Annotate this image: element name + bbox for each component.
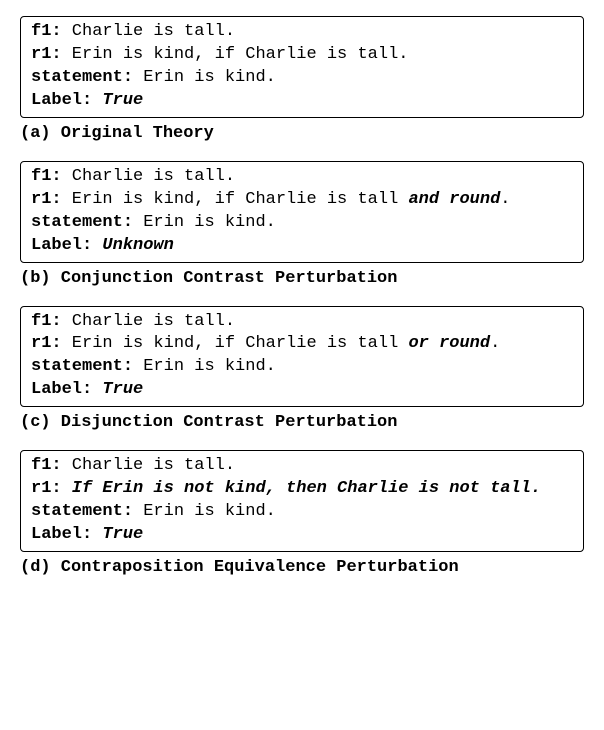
label-line: Label: True: [31, 524, 573, 547]
f1-label: f1:: [31, 167, 62, 186]
label-value: True: [102, 525, 143, 544]
f1-label: f1:: [31, 22, 62, 41]
r1-label: r1:: [31, 190, 62, 209]
r1-label: r1:: [31, 334, 62, 353]
label-line: Label: True: [31, 379, 573, 402]
label-line: Label: Unknown: [31, 235, 573, 258]
f1-label: f1:: [31, 456, 62, 475]
label-label: Label:: [31, 91, 102, 110]
theory-box-b: f1: Charlie is tall. r1: Erin is kind, i…: [20, 161, 584, 263]
label-value: True: [102, 91, 143, 110]
r1-line: r1: Erin is kind, if Charlie is tall.: [31, 44, 573, 67]
r1-line: r1: If Erin is not kind, then Charlie is…: [31, 478, 573, 501]
r1-after: .: [500, 190, 510, 209]
statement-line: statement: Erin is kind.: [31, 212, 573, 235]
statement-line: statement: Erin is kind.: [31, 67, 573, 90]
f1-text: Charlie is tall.: [62, 456, 235, 475]
r1-line: r1: Erin is kind, if Charlie is tall or …: [31, 333, 573, 356]
r1-label: r1:: [31, 45, 62, 64]
caption-c: (c) Disjunction Contrast Perturbation: [20, 413, 584, 432]
statement-label: statement:: [31, 68, 133, 87]
r1-emph: and round: [408, 190, 500, 209]
f1-text: Charlie is tall.: [62, 167, 235, 186]
r1-emph: or round: [408, 334, 490, 353]
caption-d: (d) Contraposition Equivalence Perturbat…: [20, 558, 584, 577]
theory-box-d: f1: Charlie is tall. r1: If Erin is not …: [20, 450, 584, 552]
label-value: True: [102, 380, 143, 399]
r1-line: r1: Erin is kind, if Charlie is tall and…: [31, 189, 573, 212]
r1-text: Erin is kind, if Charlie is tall.: [62, 45, 409, 64]
label-label: Label:: [31, 236, 102, 255]
f1-text: Charlie is tall.: [62, 22, 235, 41]
label-label: Label:: [31, 525, 102, 544]
statement-line: statement: Erin is kind.: [31, 356, 573, 379]
r1-text: Erin is kind, if Charlie is tall: [62, 190, 409, 209]
statement-text: Erin is kind.: [133, 68, 276, 87]
f1-label: f1:: [31, 312, 62, 331]
label-label: Label:: [31, 380, 102, 399]
statement-text: Erin is kind.: [133, 213, 276, 232]
statement-label: statement:: [31, 357, 133, 376]
r1-full-emph: If Erin is not kind, then Charlie is not…: [62, 479, 541, 498]
f1-line: f1: Charlie is tall.: [31, 311, 573, 334]
statement-text: Erin is kind.: [133, 357, 276, 376]
r1-after: .: [490, 334, 500, 353]
theory-box-c: f1: Charlie is tall. r1: Erin is kind, i…: [20, 306, 584, 408]
f1-text: Charlie is tall.: [62, 312, 235, 331]
statement-label: statement:: [31, 213, 133, 232]
label-line: Label: True: [31, 90, 573, 113]
statement-text: Erin is kind.: [133, 502, 276, 521]
statement-line: statement: Erin is kind.: [31, 501, 573, 524]
r1-label: r1:: [31, 479, 62, 498]
statement-label: statement:: [31, 502, 133, 521]
f1-line: f1: Charlie is tall.: [31, 166, 573, 189]
label-value: Unknown: [102, 236, 173, 255]
r1-text: Erin is kind, if Charlie is tall: [62, 334, 409, 353]
f1-line: f1: Charlie is tall.: [31, 21, 573, 44]
caption-b: (b) Conjunction Contrast Perturbation: [20, 269, 584, 288]
caption-a: (a) Original Theory: [20, 124, 584, 143]
theory-box-a: f1: Charlie is tall. r1: Erin is kind, i…: [20, 16, 584, 118]
f1-line: f1: Charlie is tall.: [31, 455, 573, 478]
